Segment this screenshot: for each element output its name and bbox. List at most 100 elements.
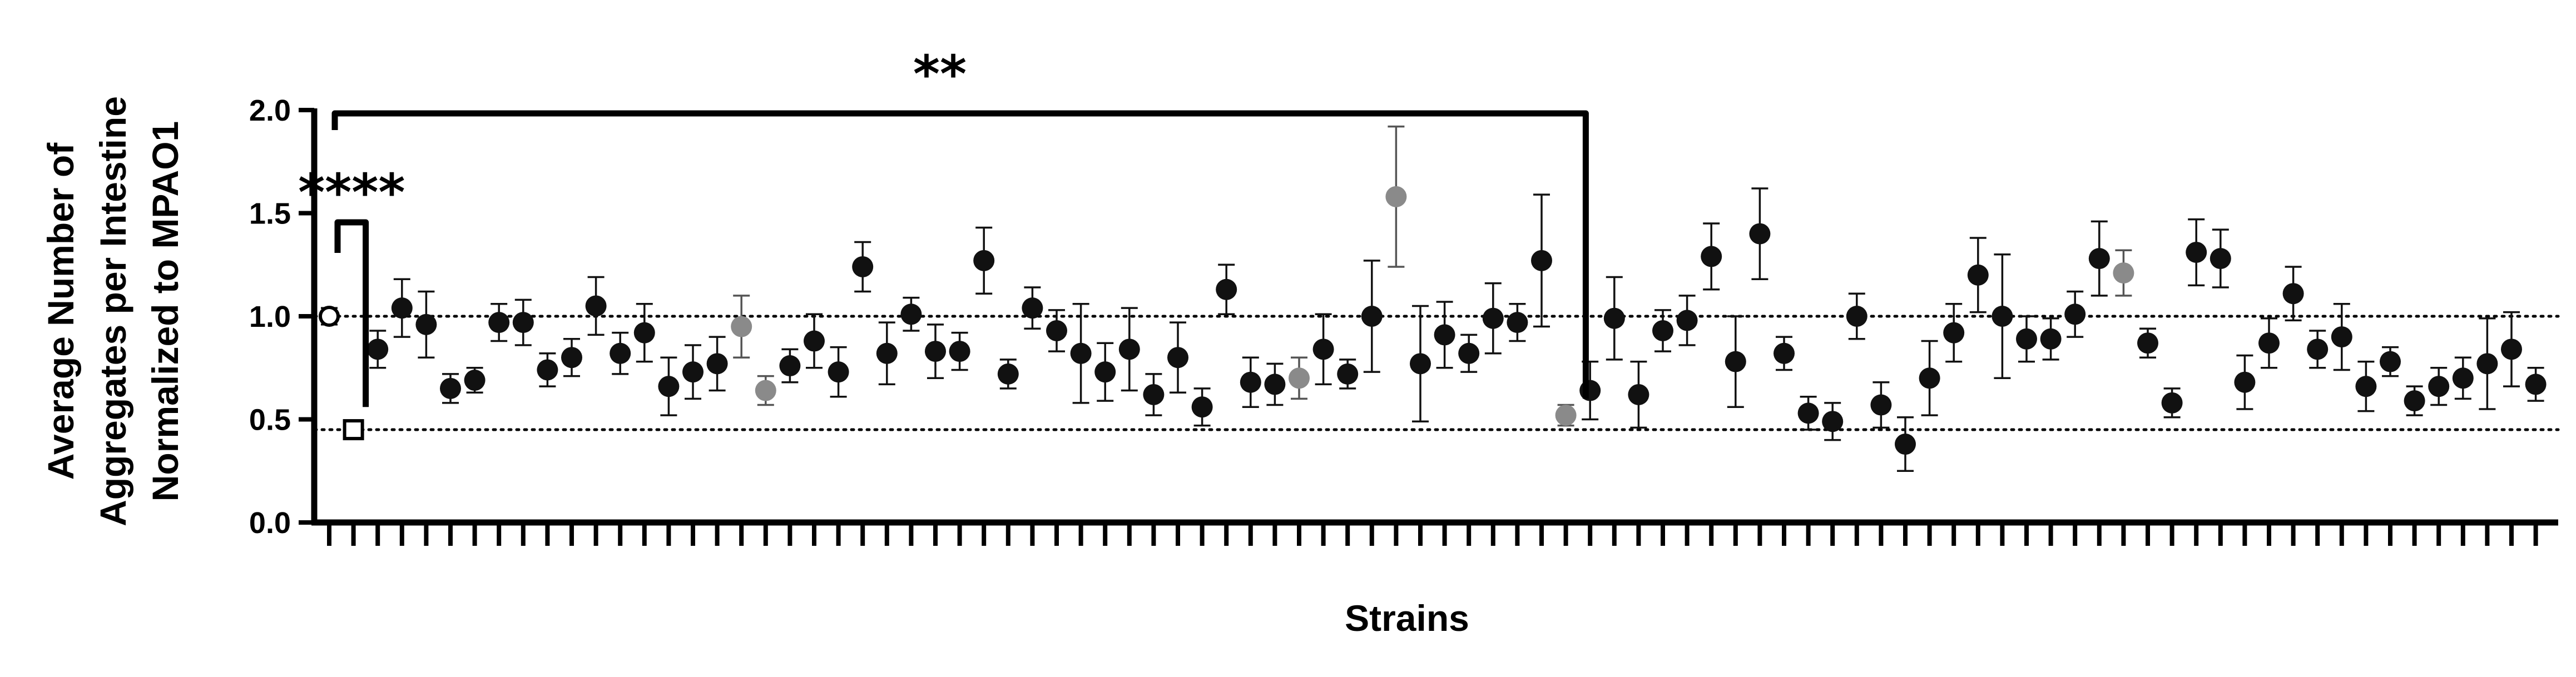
- y-axis-title: Average Number of Aggregates per Intesti…: [40, 96, 186, 526]
- data-point-33: [1118, 338, 1140, 360]
- data-point-6: [464, 370, 486, 391]
- data-point-49: [1507, 312, 1528, 333]
- data-point-32: [1094, 361, 1116, 383]
- data-point-27: [973, 250, 995, 271]
- significance-bracket-1: [331, 110, 1589, 399]
- data-point-12: [610, 342, 631, 364]
- data-point-80: [2258, 332, 2280, 354]
- data-point-20: [804, 330, 825, 352]
- data-point-72: [2064, 303, 2086, 325]
- data-point-39: [1264, 374, 1286, 395]
- data-point-85: [2380, 351, 2401, 372]
- data-point-46: [1434, 324, 1455, 346]
- data-point-51: [1555, 405, 1577, 426]
- data-point-50: [1531, 250, 1552, 271]
- data-point-44: [1385, 186, 1407, 207]
- data-point-38: [1240, 371, 1261, 393]
- data-point-89: [2476, 353, 2498, 375]
- data-point-9: [537, 359, 558, 381]
- data-point-54: [1628, 384, 1649, 405]
- data-point-57: [1701, 246, 1722, 267]
- data-point-11: [585, 295, 607, 317]
- data-point-64: [1870, 394, 1892, 416]
- data-point-3: [391, 297, 413, 319]
- data-point-23: [876, 342, 898, 364]
- y-tick-label-4: 2.0: [249, 94, 291, 127]
- y-tick-label-0: 0.0: [249, 506, 291, 540]
- data-point-1: [343, 419, 364, 441]
- data-point-37: [1216, 278, 1237, 300]
- data-point-74: [2113, 262, 2134, 284]
- data-point-88: [2452, 367, 2474, 389]
- data-point-48: [1482, 307, 1504, 329]
- data-point-66: [1919, 367, 1940, 389]
- data-point-42: [1337, 363, 1359, 385]
- data-point-73: [2088, 248, 2110, 270]
- data-point-79: [2234, 371, 2256, 393]
- data-point-68: [1967, 264, 1989, 286]
- y-axis-title-line-2: Aggregates per Intestine: [92, 96, 133, 526]
- data-point-67: [1943, 322, 1965, 344]
- data-point-87: [2428, 376, 2450, 397]
- data-point-55: [1652, 320, 1673, 341]
- data-point-29: [1022, 297, 1043, 319]
- data-point-25: [925, 341, 946, 362]
- data-point-7: [488, 312, 510, 333]
- data-point-10: [561, 347, 582, 369]
- data-point-56: [1676, 310, 1698, 331]
- x-axis-title: Strains: [1345, 598, 1469, 639]
- data-point-24: [900, 303, 922, 325]
- data-point-59: [1749, 223, 1771, 245]
- y-axis-title-line-3: Normalized to MPAO1: [145, 121, 186, 502]
- data-point-4: [415, 313, 437, 335]
- data-point-30: [1046, 320, 1067, 341]
- data-point-40: [1289, 367, 1310, 389]
- data-point-31: [1070, 342, 1092, 364]
- data-point-86: [2404, 390, 2425, 412]
- data-point-13: [633, 322, 655, 344]
- data-point-2: [367, 338, 389, 360]
- data-point-62: [1822, 411, 1844, 432]
- plot-area: 0.00.51.01.52.0******: [249, 44, 2560, 546]
- data-point-53: [1603, 307, 1625, 329]
- data-point-17: [731, 316, 752, 337]
- y-tick-label-2: 1.0: [249, 300, 291, 333]
- data-point-70: [2016, 328, 2037, 350]
- data-point-8: [512, 312, 534, 333]
- data-point-77: [2186, 241, 2207, 263]
- data-point-36: [1191, 396, 1213, 418]
- data-point-19: [779, 355, 801, 377]
- y-tick-label-3: 1.5: [249, 197, 291, 231]
- data-point-45: [1410, 353, 1431, 375]
- y-tick-label-1: 0.5: [249, 404, 291, 437]
- data-point-14: [658, 376, 680, 397]
- data-point-18: [755, 380, 776, 401]
- data-point-41: [1312, 338, 1334, 360]
- data-point-81: [2282, 283, 2304, 305]
- data-point-63: [1846, 306, 1867, 327]
- data-point-71: [2040, 328, 2062, 350]
- data-point-0: [319, 306, 340, 327]
- data-point-69: [1992, 306, 2013, 327]
- significance-label-1: **: [913, 44, 967, 104]
- data-point-43: [1361, 306, 1383, 327]
- y-axis-title-line-1: Average Number of: [40, 142, 81, 480]
- data-point-34: [1143, 384, 1165, 405]
- data-point-65: [1895, 434, 1916, 455]
- data-point-60: [1774, 342, 1795, 364]
- data-point-26: [949, 341, 970, 362]
- data-point-84: [2355, 376, 2377, 397]
- data-point-76: [2161, 392, 2183, 414]
- data-point-90: [2501, 338, 2522, 360]
- data-point-22: [852, 256, 874, 277]
- significance-bracket-0: [334, 219, 369, 407]
- data-point-58: [1725, 351, 1746, 372]
- data-point-47: [1458, 342, 1480, 364]
- data-point-28: [997, 363, 1019, 385]
- data-point-83: [2331, 326, 2352, 348]
- data-point-78: [2210, 248, 2231, 270]
- data-point-16: [706, 353, 728, 375]
- data-point-91: [2525, 374, 2547, 395]
- data-point-5: [440, 377, 461, 399]
